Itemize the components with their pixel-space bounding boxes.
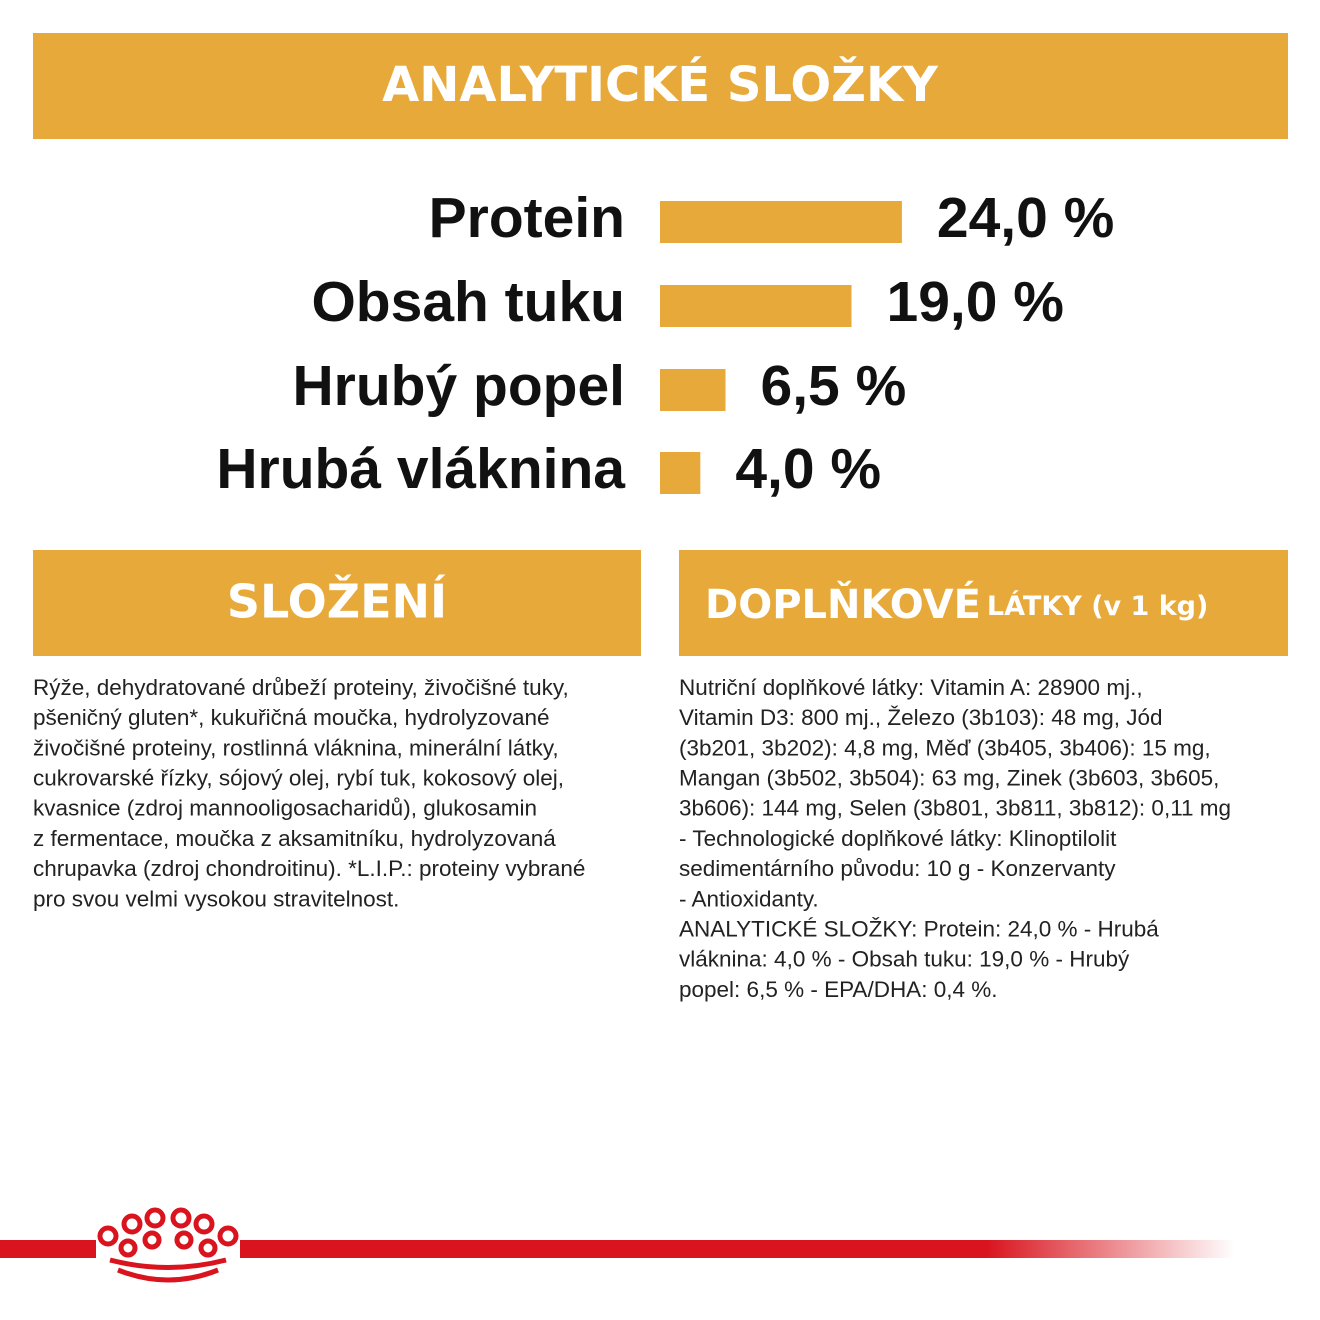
additives-title: DOPLŇKOVÉ	[705, 580, 981, 628]
body-line: - Antioxidanty.	[679, 886, 819, 911]
body-line: pšeničný gluten*, kukuřičná moučka, hydr…	[33, 705, 550, 730]
value-label: 6,5 %	[761, 354, 907, 418]
body-line: popel: 6,5 % - EPA/DHA: 0,4 %.	[679, 977, 997, 1002]
body-line: pro svou velmi vysokou stravitelnost.	[33, 886, 399, 911]
title-band	[33, 33, 1288, 139]
bar	[660, 452, 701, 494]
bar	[660, 369, 726, 411]
body-line: Rýže, dehydratované drůbeží proteiny, ži…	[33, 675, 569, 700]
footer-line	[240, 1240, 1235, 1258]
additives-heading: DOPLŇKOVÉ LÁTKY (v 1 kg)	[705, 580, 1208, 628]
logo	[97, 1207, 239, 1283]
body-line: 3b606): 144 mg, Selen (3b801, 3b811, 3b8…	[679, 796, 1231, 821]
body-line: (3b201, 3b202): 4,8 mg, Měď (3b405, 3b40…	[679, 735, 1211, 760]
text-blocks: Rýže, dehydratované drůbeží proteiny, ži…	[33, 675, 1231, 1002]
body-line: - Technologické doplňkové látky: Klinopt…	[679, 826, 1117, 851]
composition-band	[33, 550, 641, 656]
body-line: Vitamin D3: 800 mj., Železo (3b103): 48 …	[679, 705, 1163, 730]
bar	[660, 201, 902, 243]
category-label: Protein	[429, 186, 625, 250]
category-label: Hrubá vláknina	[216, 437, 626, 501]
additives-subtitle: LÁTKY (v 1 kg)	[987, 590, 1208, 622]
value-label: 19,0 %	[887, 270, 1064, 334]
category-label: Hrubý popel	[292, 354, 625, 418]
body-line: sedimentárního původu: 10 g - Konzervant…	[679, 856, 1116, 881]
body-line: z fermentace, moučka z aksamitníku, hydr…	[33, 826, 556, 851]
category-label: Obsah tuku	[311, 270, 625, 334]
bar	[660, 285, 852, 327]
body-line: živočišné proteiny, rostlinná vláknina, …	[33, 735, 559, 760]
value-label: 4,0 %	[735, 437, 881, 501]
body-line: chrupavka (zdroj chondroitinu). *L.I.P.:…	[33, 856, 585, 881]
body-line: Nutriční doplňkové látky: Vitamin A: 289…	[679, 675, 1143, 700]
composition-title: SLOŽENÍ	[227, 575, 447, 629]
body-line: kvasnice (zdroj mannooligosacharidů), gl…	[33, 796, 537, 821]
body-line: vláknina: 4,0 % - Obsah tuku: 19,0 % - H…	[679, 947, 1130, 972]
footer-line	[0, 1240, 96, 1258]
body-line: ANALYTICKÉ SLOŽKY: Protein: 24,0 % - Hru…	[679, 917, 1159, 942]
body-line: cukrovarské řízky, sójový olej, rybí tuk…	[33, 766, 564, 791]
bar-chart: Protein 24,0 % Obsah tuku 19,0 % Hrubý popel…	[216, 186, 1114, 501]
chart-title: ANALYTICKÉ SLOŽKY	[382, 56, 939, 113]
body-line: Mangan (3b502, 3b504): 63 mg, Zinek (3b6…	[679, 766, 1219, 791]
additives-band	[679, 550, 1288, 656]
value-label: 24,0 %	[937, 186, 1114, 250]
